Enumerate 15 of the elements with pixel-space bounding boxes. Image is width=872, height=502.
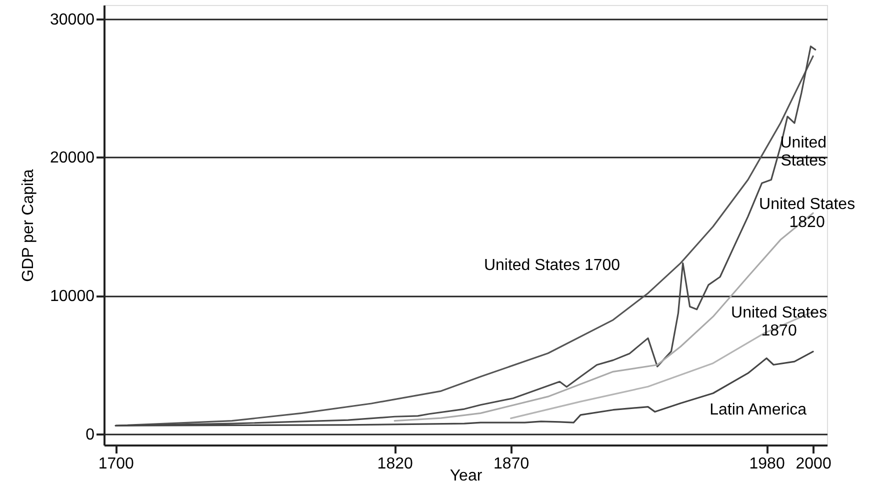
y-tick-label: 10000 xyxy=(50,288,95,306)
x-axis-title: Year xyxy=(450,468,483,484)
x-tick-label: 1820 xyxy=(377,456,413,472)
series-label: Latin America xyxy=(710,402,807,419)
y-axis-title: GDP per Capita xyxy=(20,169,38,282)
x-tick-label: 1700 xyxy=(98,456,134,472)
x-tick-label: 1980 xyxy=(749,456,785,472)
y-tick-label: 30000 xyxy=(50,11,95,28)
x-tick-label: 1870 xyxy=(494,456,530,472)
y-tick-label: 20000 xyxy=(50,150,95,167)
x-tick-label: 2000 xyxy=(796,456,832,472)
series-label: United States 1820 xyxy=(759,196,856,232)
text: United States 1700 xyxy=(484,257,620,274)
series-label: United States 1870 xyxy=(731,304,828,340)
y-tick-label: 0 xyxy=(86,426,95,444)
